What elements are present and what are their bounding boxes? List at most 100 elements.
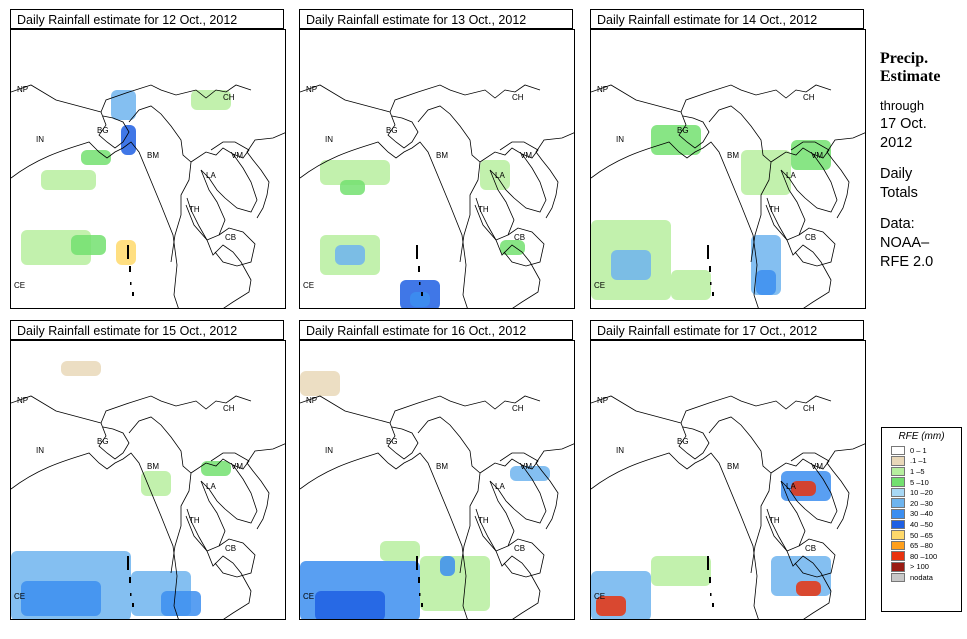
legend-item: > 100 — [891, 562, 961, 573]
caption-title: Precip. Estimate — [880, 50, 965, 86]
rainfall-map: NP IN BG BM CH VM LA TH CB CE — [300, 371, 574, 619]
label-cambodia: CB — [514, 233, 525, 242]
border-np — [300, 84, 391, 113]
rain-patch — [596, 596, 626, 616]
rainfall-map: NP IN BG BM CH VM LA TH CB CE — [591, 84, 865, 308]
rain-patch — [671, 270, 711, 300]
islands — [127, 245, 134, 296]
legend-item: 65 –80 — [891, 540, 961, 551]
border-la — [190, 458, 258, 524]
panel-14-oct: Daily Rainfall estimate for 14 Oct., 201… — [590, 9, 866, 309]
rain-patch — [741, 150, 791, 195]
label-bangladesh: BG — [386, 126, 398, 135]
rain-patch — [440, 556, 455, 576]
label-burma: BM — [147, 151, 159, 160]
border-vm — [210, 141, 250, 159]
legend-item: 20 –30 — [891, 498, 961, 509]
coastline — [591, 452, 759, 619]
rain-patch — [380, 541, 420, 561]
label-nepal: NP — [306, 396, 317, 405]
label-china: CH — [512, 404, 524, 413]
label-cambodia: CB — [805, 233, 816, 242]
label-laos: LA — [786, 171, 796, 180]
label-laos: LA — [206, 482, 216, 491]
label-china: CH — [803, 404, 815, 413]
border-bg — [98, 422, 130, 460]
border-india-north — [389, 395, 541, 424]
rain-patch — [420, 556, 490, 611]
side-caption: Precip. Estimate through 17 Oct. 2012 Da… — [880, 50, 965, 272]
label-bangladesh: BG — [386, 437, 398, 446]
islands — [416, 556, 423, 607]
coastline-vietnam — [826, 443, 865, 530]
legend-label: 65 –80 — [910, 541, 933, 551]
rainfall-map: NP IN BG BM CH VM LA TH CB CE — [591, 395, 865, 619]
caption-daily-line2: Totals — [880, 185, 918, 201]
rain-patch — [791, 140, 831, 170]
legend-label: 80 –100 — [910, 551, 938, 561]
country-borders — [11, 84, 285, 308]
rainfall-patches — [300, 371, 550, 619]
panel-17-oct: Daily Rainfall estimate for 17 Oct., 201… — [590, 320, 866, 620]
label-laos: LA — [495, 171, 505, 180]
map-area: NP IN BG BM CH VM LA TH CB CE — [590, 340, 866, 620]
border-bg — [678, 422, 710, 460]
coastline-east — [185, 204, 252, 308]
label-china: CH — [512, 93, 524, 102]
border-np — [591, 84, 682, 113]
rainfall-map: NP IN BG BM CH VM LA TH CB CE — [300, 84, 574, 308]
legend-swatch — [891, 530, 905, 540]
label-nepal: NP — [597, 396, 608, 405]
legend-items: 0 – 1.1 –1 1 –5 5 –10 10 –20 20 –30 30 –40 40 … — [882, 445, 961, 583]
islands — [707, 556, 714, 607]
label-vietnam: VM — [811, 462, 823, 471]
label-burma: BM — [147, 462, 159, 471]
label-china: CH — [223, 404, 235, 413]
panel-title: Daily Rainfall estimate for 13 Oct., 201… — [299, 9, 573, 29]
legend-label: 10 –20 — [910, 488, 933, 498]
rain-patch — [796, 581, 821, 596]
rain-patch — [71, 235, 106, 255]
border-india-north — [389, 84, 541, 113]
label-thailand: TH — [189, 205, 200, 214]
coastline-vietnam — [535, 132, 574, 219]
rain-patch — [141, 471, 171, 496]
legend-swatch — [891, 477, 905, 487]
border-cb — [214, 227, 256, 267]
label-thailand: TH — [478, 205, 489, 214]
legend-item: 30 –40 — [891, 509, 961, 520]
rain-patch — [111, 90, 136, 120]
rain-patch — [410, 292, 430, 307]
coastline-vietnam — [535, 443, 574, 530]
rain-patch — [300, 371, 340, 396]
label-ce: CE — [14, 281, 25, 290]
legend-swatch — [891, 562, 905, 572]
legend-item: 40 –50 — [891, 519, 961, 530]
label-cambodia: CB — [225, 544, 236, 553]
legend-swatch — [891, 487, 905, 498]
legend-item: 10 –20 — [891, 487, 961, 498]
map-area: NP IN BG BM CH VM LA TH CB CE — [299, 29, 575, 309]
border-vm — [210, 452, 250, 470]
border-bm — [417, 416, 481, 574]
country-borders — [300, 395, 574, 619]
panel-title: Daily Rainfall estimate for 15 Oct., 201… — [10, 320, 284, 340]
coastline-east — [185, 515, 252, 619]
rain-patch — [510, 466, 550, 481]
label-thailand: TH — [189, 516, 200, 525]
rainfall-map: NP IN BG BM CH VM LA TH CB CE — [11, 84, 285, 308]
coastline-vietnam — [826, 132, 865, 219]
border-bg — [678, 111, 710, 149]
legend-label: 1 –5 — [910, 466, 925, 476]
panel-15-oct: Daily Rainfall estimate for 15 Oct., 201… — [10, 320, 286, 620]
panel-13-oct: Daily Rainfall estimate for 13 Oct., 201… — [299, 9, 575, 309]
label-ce: CE — [594, 592, 605, 601]
coastline — [11, 141, 179, 308]
border-bm — [128, 416, 192, 574]
rain-patch — [611, 250, 651, 280]
caption-daily-line1: Daily — [880, 166, 913, 182]
label-bangladesh: BG — [97, 126, 109, 135]
legend-swatch — [891, 445, 905, 456]
legend-item: .1 –1 — [891, 456, 961, 467]
caption-data-line3: RFE 2.0 — [880, 254, 934, 270]
